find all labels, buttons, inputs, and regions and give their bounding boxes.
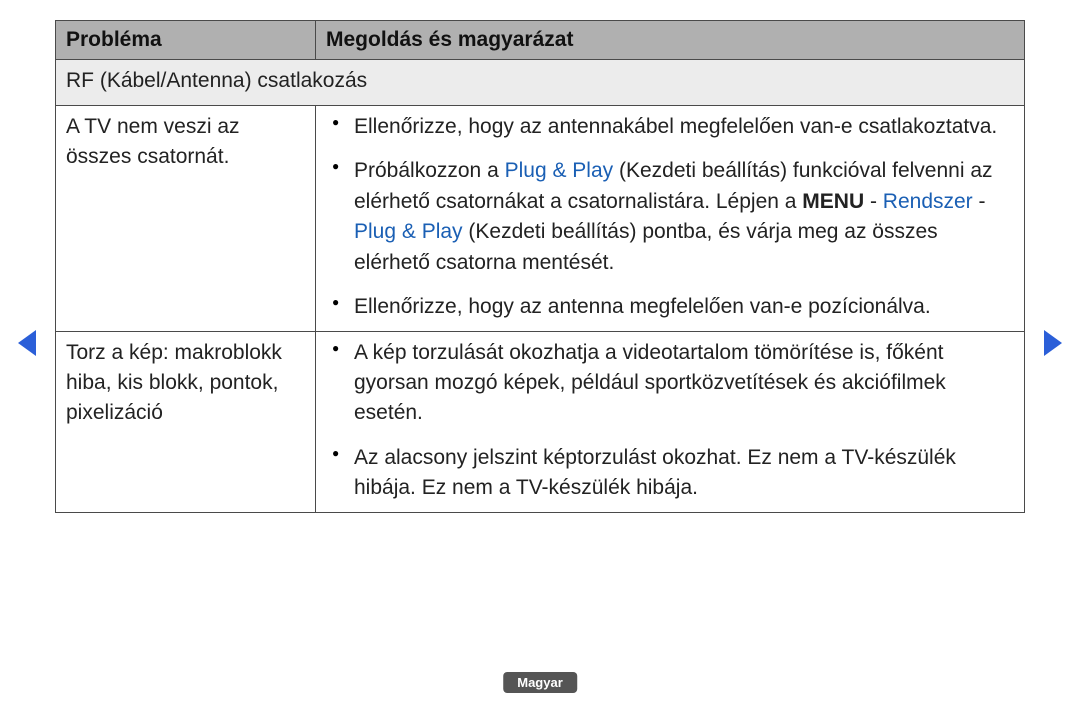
header-solution: Megoldás és magyarázat: [316, 21, 1025, 60]
problem-cell: A TV nem veszi az összes csatornát.: [56, 105, 316, 331]
list-item: Az alacsony jelszint képtorzulást okozha…: [354, 443, 1014, 504]
prev-page-arrow[interactable]: [18, 330, 36, 356]
solution-list: A kép torzulását okozhatja a videotartal…: [326, 338, 1014, 504]
text: -: [973, 190, 986, 213]
list-item: Ellenőrizze, hogy az antennakábel megfel…: [354, 112, 1014, 142]
text: -: [864, 190, 883, 213]
solution-list: Ellenőrizze, hogy az antennakábel megfel…: [326, 112, 1014, 323]
section-title: RF (Kábel/Antenna) csatlakozás: [56, 60, 1025, 105]
manual-page: Probléma Megoldás és magyarázat RF (Kábe…: [0, 0, 1080, 705]
link-plug-and-play-2: Plug & Play: [354, 220, 463, 243]
header-problem: Probléma: [56, 21, 316, 60]
section-row: RF (Kábel/Antenna) csatlakozás: [56, 60, 1025, 105]
table-header-row: Probléma Megoldás és magyarázat: [56, 21, 1025, 60]
link-rendszer: Rendszer: [883, 190, 973, 213]
list-item: A kép torzulását okozhatja a videotartal…: [354, 338, 1014, 429]
table-row: Torz a kép: makroblokk hiba, kis blokk, …: [56, 331, 1025, 512]
table-row: A TV nem veszi az összes csatornát. Elle…: [56, 105, 1025, 331]
text: Próbálkozzon a: [354, 159, 505, 182]
language-badge: Magyar: [503, 672, 577, 693]
list-item: Ellenőrizze, hogy az antenna megfelelően…: [354, 292, 1014, 322]
problem-cell: Torz a kép: makroblokk hiba, kis blokk, …: [56, 331, 316, 512]
solution-cell: Ellenőrizze, hogy az antennakábel megfel…: [316, 105, 1025, 331]
link-plug-and-play: Plug & Play: [505, 159, 614, 182]
list-item: Próbálkozzon a Plug & Play (Kezdeti beál…: [354, 156, 1014, 278]
menu-label: MENU: [802, 190, 864, 213]
solution-cell: A kép torzulását okozhatja a videotartal…: [316, 331, 1025, 512]
next-page-arrow[interactable]: [1044, 330, 1062, 356]
troubleshooting-table: Probléma Megoldás és magyarázat RF (Kábe…: [55, 20, 1025, 513]
